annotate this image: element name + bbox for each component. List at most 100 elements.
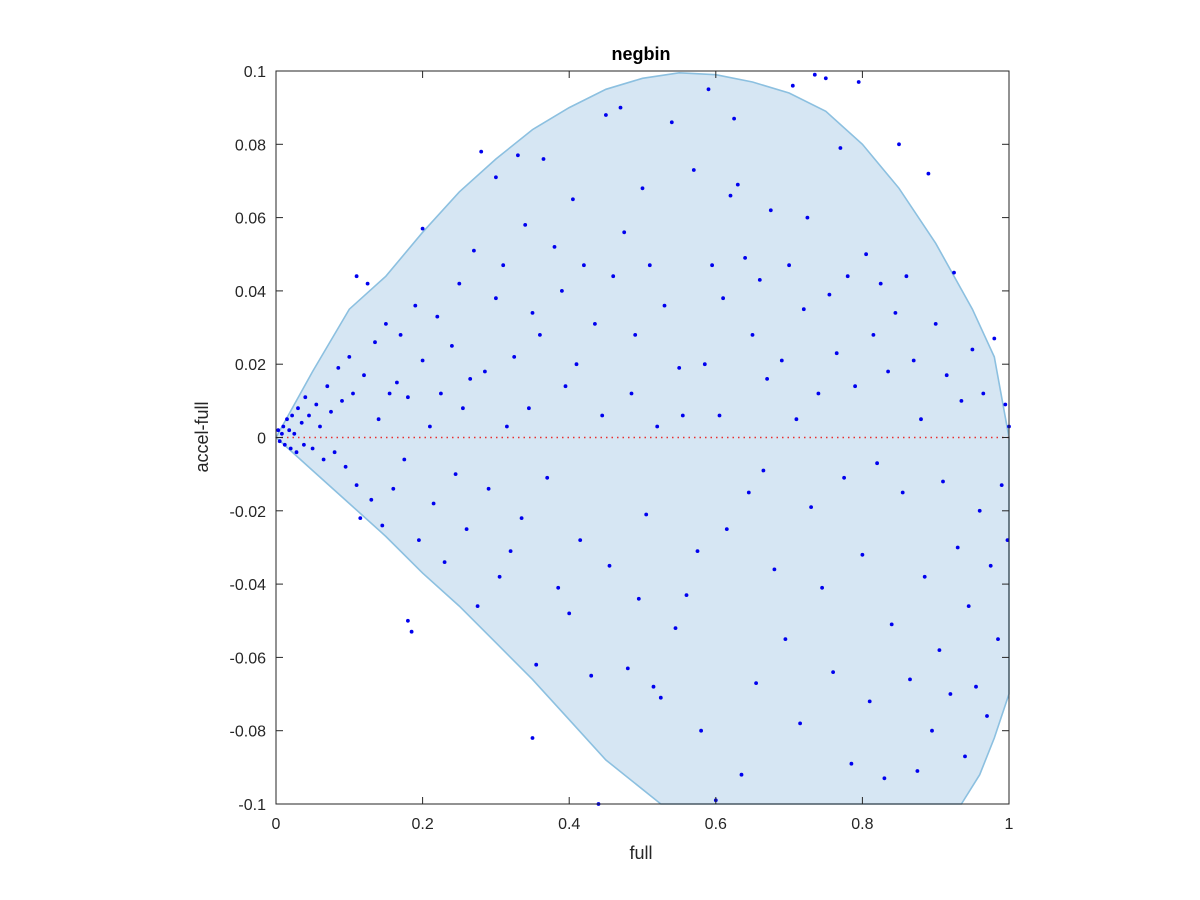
data-point bbox=[845, 274, 850, 279]
data-point bbox=[706, 87, 711, 92]
data-point bbox=[926, 171, 931, 176]
data-point bbox=[992, 336, 997, 341]
data-point bbox=[959, 399, 964, 403]
data-point bbox=[882, 776, 887, 781]
data-point bbox=[578, 538, 583, 542]
data-point bbox=[871, 333, 876, 337]
data-point bbox=[963, 754, 967, 759]
data-point bbox=[922, 574, 927, 579]
data-point bbox=[303, 395, 308, 400]
data-point bbox=[875, 461, 879, 466]
data-point bbox=[486, 486, 491, 491]
y-tick-label: 0.02 bbox=[235, 357, 266, 374]
data-point bbox=[717, 413, 722, 418]
data-point bbox=[332, 450, 337, 455]
data-point bbox=[629, 391, 634, 396]
data-point bbox=[732, 116, 736, 121]
data-point bbox=[468, 377, 473, 381]
data-point bbox=[582, 263, 586, 268]
data-point bbox=[977, 508, 982, 513]
data-point bbox=[779, 358, 784, 363]
data-point bbox=[523, 223, 528, 227]
data-point bbox=[691, 168, 696, 172]
data-point bbox=[281, 424, 286, 429]
data-point bbox=[662, 303, 667, 308]
data-point bbox=[710, 263, 714, 268]
data-point bbox=[593, 322, 597, 326]
data-point bbox=[494, 296, 498, 301]
data-point bbox=[735, 182, 740, 187]
data-point bbox=[318, 424, 322, 429]
data-point bbox=[728, 193, 733, 198]
data-point bbox=[336, 366, 341, 370]
data-point bbox=[292, 431, 297, 436]
data-point bbox=[904, 274, 909, 279]
y-axis-ticks: -0.1 -0.08 -0.06 -0.04 -0.02 0 0.02 0.04 0.06 0.0… bbox=[230, 64, 1009, 814]
data-point bbox=[287, 428, 292, 433]
data-point bbox=[750, 333, 755, 337]
data-point bbox=[908, 677, 912, 682]
y-tick-label: -0.08 bbox=[230, 724, 267, 741]
data-point bbox=[358, 516, 363, 520]
x-axis-ticks: 0 0.2 0.4 0.6 0.8 1 bbox=[272, 71, 1014, 833]
data-point bbox=[604, 113, 608, 117]
data-point bbox=[409, 629, 414, 634]
data-point bbox=[464, 527, 469, 531]
data-point bbox=[541, 157, 546, 161]
data-point bbox=[853, 384, 857, 389]
data-point bbox=[838, 146, 843, 150]
data-point bbox=[589, 673, 594, 678]
data-point bbox=[996, 637, 1000, 641]
data-point bbox=[974, 684, 978, 689]
y-tick-label: 0.06 bbox=[235, 211, 266, 228]
data-point bbox=[302, 442, 306, 447]
data-point bbox=[966, 604, 971, 608]
data-point bbox=[435, 314, 440, 319]
y-axis-title: accel-full bbox=[192, 401, 212, 472]
data-point bbox=[453, 472, 458, 476]
data-point bbox=[783, 637, 788, 641]
data-point bbox=[798, 721, 802, 726]
data-point bbox=[812, 72, 817, 77]
data-point bbox=[933, 322, 938, 326]
data-point bbox=[889, 622, 894, 627]
y-tick-label: -0.1 bbox=[238, 797, 266, 814]
data-point bbox=[680, 413, 685, 418]
data-point bbox=[282, 442, 287, 447]
data-point bbox=[516, 153, 520, 158]
data-point bbox=[607, 563, 612, 568]
data-point bbox=[362, 373, 366, 378]
data-point bbox=[893, 311, 898, 315]
data-point bbox=[794, 417, 799, 422]
chart-title: negbin bbox=[612, 44, 671, 64]
data-point bbox=[622, 230, 627, 235]
data-point bbox=[765, 377, 769, 381]
data-point bbox=[860, 552, 865, 557]
data-point bbox=[849, 761, 854, 766]
data-point bbox=[475, 604, 480, 608]
data-point bbox=[276, 428, 281, 433]
data-point bbox=[391, 486, 396, 491]
x-tick-label: 0.8 bbox=[851, 816, 873, 833]
data-point bbox=[347, 355, 352, 359]
data-point bbox=[761, 468, 766, 473]
data-point bbox=[314, 402, 319, 407]
data-point bbox=[625, 666, 630, 671]
data-point bbox=[823, 76, 828, 81]
data-point bbox=[325, 384, 330, 389]
data-point bbox=[633, 333, 638, 337]
data-point bbox=[801, 307, 806, 312]
data-point bbox=[702, 362, 707, 367]
data-point bbox=[439, 391, 443, 396]
data-point bbox=[856, 80, 861, 84]
y-tick-label: 0 bbox=[257, 431, 266, 448]
data-point bbox=[842, 475, 846, 480]
y-tick-label: 0.04 bbox=[235, 284, 266, 301]
data-point bbox=[805, 215, 810, 220]
data-point bbox=[343, 464, 348, 469]
y-tick-label: -0.02 bbox=[230, 504, 267, 521]
data-point bbox=[373, 340, 377, 345]
data-point bbox=[310, 446, 315, 451]
data-point bbox=[816, 391, 821, 396]
